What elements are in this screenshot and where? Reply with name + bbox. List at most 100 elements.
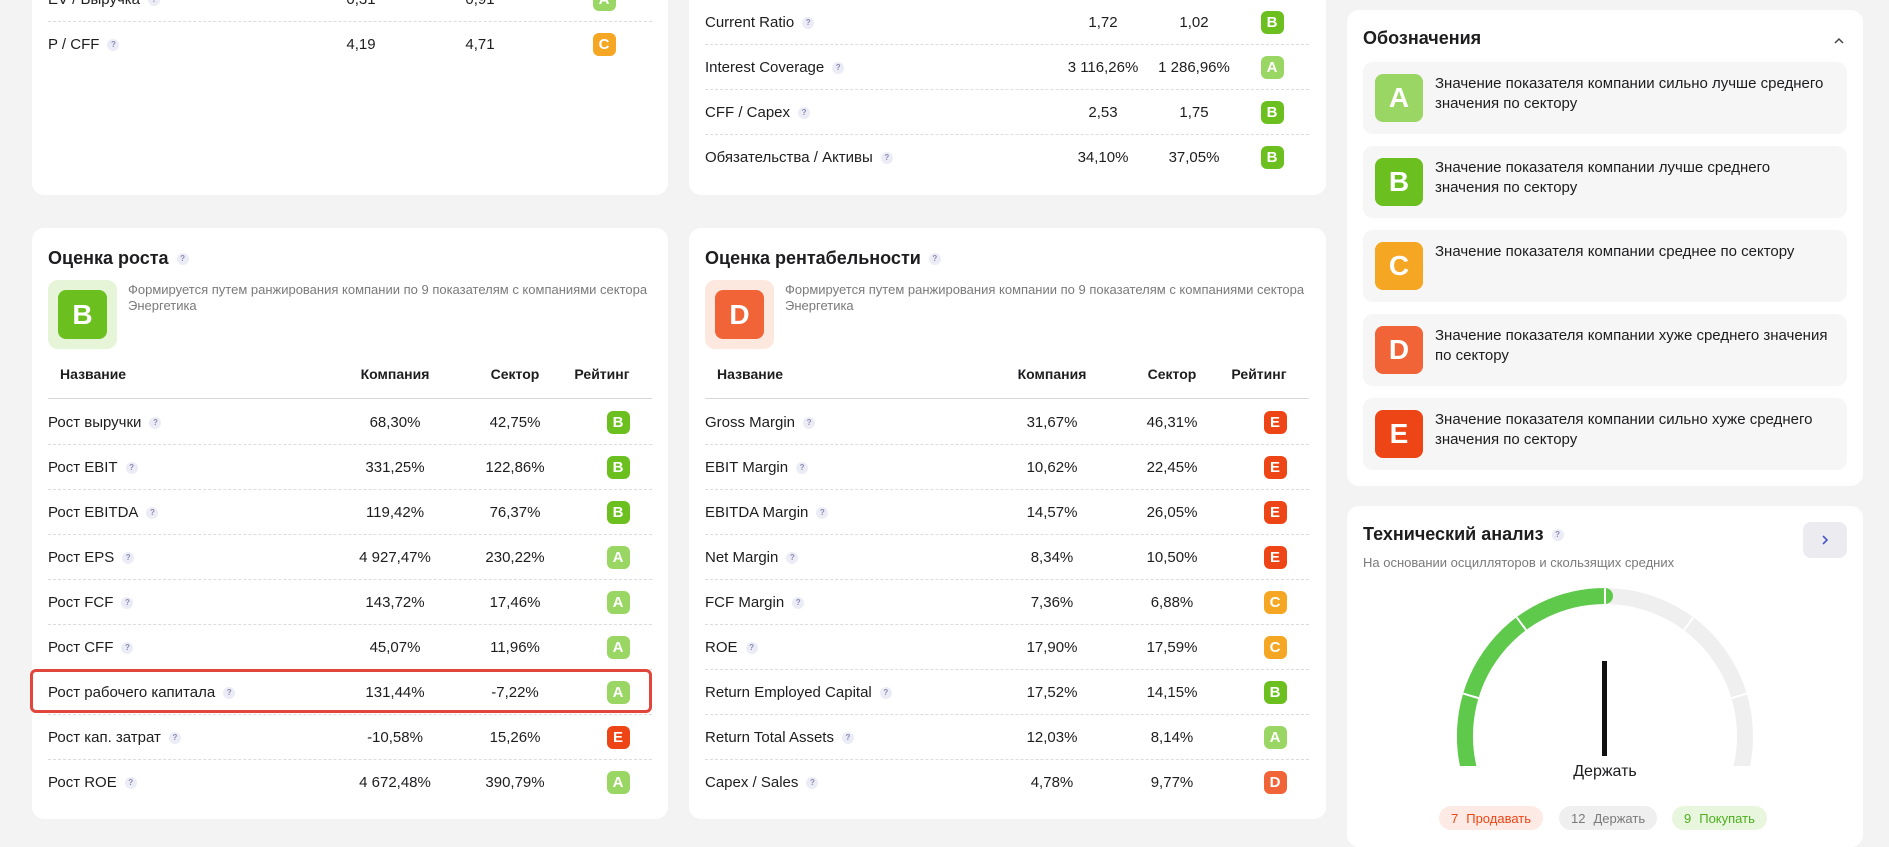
metric-name-text: Рост рабочего капитала bbox=[48, 684, 216, 701]
table-row[interactable]: Gross Margin? 31,67% 46,31% E bbox=[705, 400, 1309, 445]
rating-badge: B bbox=[606, 456, 630, 479]
metric-name-text: Net Margin bbox=[705, 549, 779, 566]
profitability-grade-badge: D bbox=[705, 280, 774, 349]
help-icon[interactable]: ? bbox=[122, 551, 135, 564]
sector-value: 230,22% bbox=[485, 549, 545, 566]
help-icon[interactable]: ? bbox=[879, 686, 892, 699]
table-row[interactable]: CFF / Capex? 2,53 1,75 B bbox=[705, 90, 1309, 135]
table-row[interactable]: Рост рабочего капитала? 131,44% -7,22% A bbox=[48, 670, 652, 715]
metric-name: Рост EBITDA? bbox=[48, 504, 159, 521]
profitability-card: Оценка рентабельности ? D Формируется пу… bbox=[689, 228, 1326, 819]
help-icon[interactable]: ? bbox=[816, 506, 829, 519]
technical-gauge bbox=[1456, 588, 1753, 766]
company-value: 131,44% bbox=[365, 684, 425, 701]
help-icon[interactable]: ? bbox=[806, 776, 819, 789]
legend-text: Значение показателя компании лучше средн… bbox=[1435, 159, 1771, 196]
table-row[interactable]: Рост EPS? 4 927,47% 230,22% A bbox=[48, 535, 652, 580]
signal-count: 7 bbox=[1451, 810, 1459, 826]
row-divider bbox=[705, 714, 1309, 715]
technical-next-button[interactable] bbox=[1803, 522, 1847, 558]
rating-cell: A bbox=[603, 546, 633, 569]
help-icon[interactable]: ? bbox=[928, 252, 941, 265]
help-icon[interactable]: ? bbox=[149, 416, 162, 429]
rating-cell: A bbox=[603, 771, 633, 794]
table-row[interactable]: Рост EBIT? 331,25% 122,86% B bbox=[48, 445, 652, 490]
metric-name: EBIT Margin? bbox=[705, 459, 809, 476]
sector-value: 22,45% bbox=[1146, 459, 1198, 476]
help-icon[interactable]: ? bbox=[125, 461, 138, 474]
help-icon[interactable]: ? bbox=[176, 252, 189, 265]
sector-value: 4,71 bbox=[465, 36, 495, 53]
help-icon[interactable]: ? bbox=[121, 596, 134, 609]
company-value: 45,07% bbox=[369, 639, 421, 656]
table-row[interactable]: EV / Выручка? 0,31 0,91 A bbox=[48, 0, 652, 22]
row-divider bbox=[705, 89, 1309, 90]
table-row[interactable]: Current Ratio? 1,72 1,02 B bbox=[705, 0, 1309, 45]
help-icon[interactable]: ? bbox=[796, 461, 809, 474]
rating-badge: E bbox=[1263, 456, 1287, 479]
table-row[interactable]: Interest Coverage? 3 116,26% 1 286,96% A bbox=[705, 45, 1309, 90]
help-icon[interactable]: ? bbox=[880, 151, 893, 164]
chevron-right-icon bbox=[1822, 535, 1829, 545]
table-row[interactable]: Net Margin? 8,34% 10,50% E bbox=[705, 535, 1309, 580]
sector-value: -7,22% bbox=[491, 684, 539, 701]
table-row[interactable]: EBIT Margin? 10,62% 22,45% E bbox=[705, 445, 1309, 490]
table-row[interactable]: Рост выручки? 68,30% 42,75% B bbox=[48, 400, 652, 445]
financial-health-card-partial: Current Ratio? 1,72 1,02 B Interest Coverage… bbox=[689, 0, 1326, 195]
metric-name: Gross Margin? bbox=[705, 414, 816, 431]
table-row[interactable]: Рост кап. затрат? -10,58% 15,26% E bbox=[48, 715, 652, 760]
help-icon[interactable]: ? bbox=[121, 641, 134, 654]
help-icon[interactable]: ? bbox=[832, 61, 845, 74]
help-icon[interactable]: ? bbox=[148, 0, 161, 6]
table-row[interactable]: Return Employed Capital? 17,52% 14,15% B bbox=[705, 670, 1309, 715]
help-icon[interactable]: ? bbox=[786, 551, 799, 564]
legend-item: B Значение показателя компании лучше сред… bbox=[1363, 146, 1847, 218]
header-divider bbox=[705, 398, 1309, 399]
help-icon[interactable]: ? bbox=[792, 596, 805, 609]
help-icon[interactable]: ? bbox=[146, 506, 159, 519]
sector-value: 9,77% bbox=[1150, 774, 1194, 791]
table-row[interactable]: Рост CFF? 45,07% 11,96% A bbox=[48, 625, 652, 670]
table-row[interactable]: Capex / Sales? 4,78% 9,77% D bbox=[705, 760, 1309, 805]
row-divider bbox=[705, 134, 1309, 135]
rating-badge: E bbox=[1263, 501, 1287, 524]
metric-name: Рост FCF? bbox=[48, 594, 134, 611]
table-row[interactable]: Return Total Assets? 12,03% 8,14% A bbox=[705, 715, 1309, 760]
rating-cell: A bbox=[603, 636, 633, 659]
help-icon[interactable]: ? bbox=[802, 16, 815, 29]
table-row[interactable]: FCF Margin? 7,36% 6,88% C bbox=[705, 580, 1309, 625]
help-icon[interactable]: ? bbox=[1551, 528, 1564, 541]
metric-name: FCF Margin? bbox=[705, 594, 805, 611]
company-value: 0,31 bbox=[306, 0, 416, 8]
company-value: 2,53 bbox=[1088, 104, 1118, 121]
metric-name-text: Рост EPS bbox=[48, 549, 115, 566]
gauge-ticks bbox=[1462, 588, 1748, 700]
company-value: 14,57% bbox=[1026, 504, 1078, 521]
profitability-description: Формируется путем ранжирования компании … bbox=[785, 282, 1305, 313]
company-value: 31,67% bbox=[1026, 414, 1078, 431]
metric-name: Interest Coverage? bbox=[705, 59, 845, 76]
help-icon[interactable]: ? bbox=[168, 731, 181, 744]
table-row[interactable]: Рост EBITDA? 119,42% 76,37% B bbox=[48, 490, 652, 535]
help-icon[interactable]: ? bbox=[124, 776, 137, 789]
table-row[interactable]: Обязательства / Активы? 34,10% 37,05% B bbox=[705, 135, 1309, 180]
table-row[interactable]: Рост FCF? 143,72% 17,46% A bbox=[48, 580, 652, 625]
metric-name: EV / Выручка? bbox=[48, 0, 161, 8]
col-header-sector: Сектор bbox=[490, 366, 540, 382]
help-icon[interactable]: ? bbox=[745, 641, 758, 654]
signal-count-pill: 12 Держать bbox=[1559, 806, 1658, 830]
rating-badge: A bbox=[606, 681, 630, 704]
collapse-chevron-icon[interactable] bbox=[1833, 34, 1845, 46]
rating-cell: B bbox=[1260, 681, 1290, 704]
metric-name: ROE? bbox=[705, 639, 758, 656]
help-icon[interactable]: ? bbox=[223, 686, 236, 699]
table-row[interactable]: ROE? 17,90% 17,59% C bbox=[705, 625, 1309, 670]
table-row[interactable]: P / CFF? 4,19 4,71 C bbox=[48, 22, 652, 67]
help-icon[interactable]: ? bbox=[803, 416, 816, 429]
metric-name: EBITDA Margin? bbox=[705, 504, 829, 521]
table-row[interactable]: EBITDA Margin? 14,57% 26,05% E bbox=[705, 490, 1309, 535]
help-icon[interactable]: ? bbox=[841, 731, 854, 744]
help-icon[interactable]: ? bbox=[798, 106, 811, 119]
help-icon[interactable]: ? bbox=[107, 38, 120, 51]
table-row[interactable]: Рост ROE? 4 672,48% 390,79% A bbox=[48, 760, 652, 805]
